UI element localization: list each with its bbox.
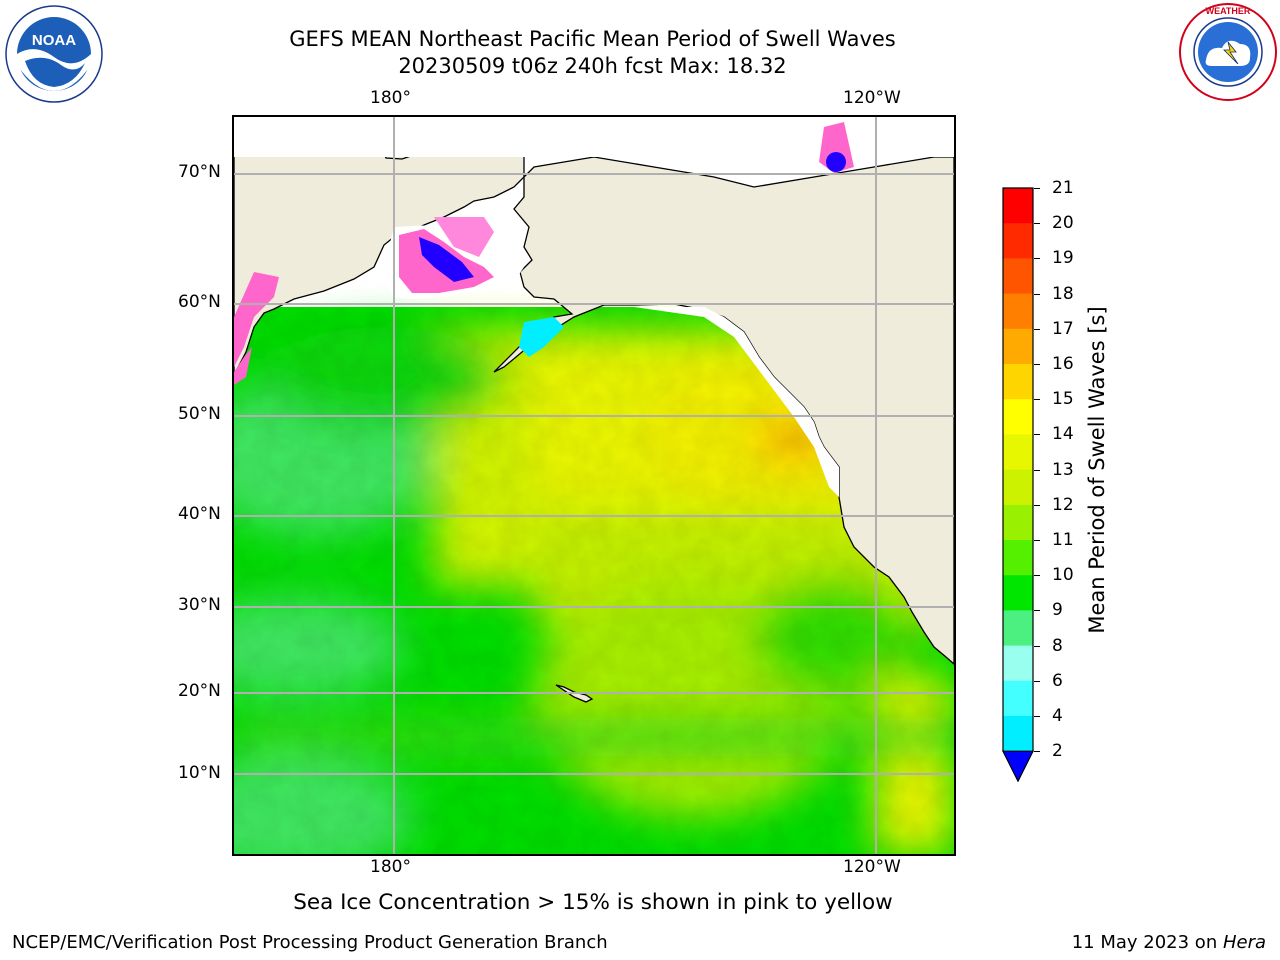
colorbar: [1002, 187, 1034, 783]
colorbar-tick-label: 2: [1052, 741, 1063, 762]
colorbar-band: [1003, 364, 1033, 400]
colorbar-tick-mark: [1034, 610, 1040, 612]
colorbar-frame: [1002, 187, 1034, 752]
lon-label-bottom-180: 180°: [370, 857, 411, 877]
colorbar-tick-label: 16: [1052, 354, 1074, 374]
colorbar-band: [1003, 293, 1033, 330]
colorbar-swatches: [1002, 187, 1034, 783]
colorbar-tick-mark: [1034, 504, 1040, 506]
colorbar-tick-label: 6: [1052, 670, 1063, 691]
colorbar-band: [1003, 540, 1033, 576]
colorbar-band: [1003, 680, 1033, 717]
lat-label-70n: 70°N: [178, 162, 221, 182]
svg-text:NOAA: NOAA: [32, 32, 76, 49]
lat-label-10n: 10°N: [178, 763, 221, 783]
lat-label-30n: 30°N: [178, 595, 221, 615]
colorbar-tick-label: 11: [1052, 530, 1074, 550]
colorbar-tick-label: 12: [1052, 494, 1074, 515]
colorbar-tick-mark: [1034, 399, 1040, 401]
colorbar-tick-mark: [1034, 293, 1040, 295]
colorbar-tick-mark: [1034, 258, 1040, 260]
colorbar-band: [1003, 469, 1033, 506]
colorbar-extend-arrow: [1002, 750, 1034, 783]
colorbar-band: [1003, 610, 1033, 647]
colorbar-band: [1003, 223, 1033, 259]
colorbar-tick-label: 20: [1052, 213, 1074, 234]
map-canvas: [234, 117, 954, 854]
colorbar-tick-label: 17: [1052, 318, 1074, 339]
lat-label-40n: 40°N: [178, 504, 221, 524]
colorbar-tick-label: 14: [1052, 424, 1074, 445]
colorbar-tick-label: 9: [1052, 600, 1063, 621]
colorbar-band: [1003, 258, 1033, 295]
colorbar-tick-mark: [1034, 434, 1040, 436]
footer-date: 11 May 2023 on Hera: [1072, 932, 1266, 953]
colorbar-tick-mark: [1034, 716, 1040, 717]
colorbar-tick-mark: [1034, 575, 1040, 577]
svg-text:WEATHER: WEATHER: [1206, 6, 1251, 16]
colorbar-tick-label: 8: [1052, 635, 1063, 656]
lon-label-top-180: 180°: [370, 88, 411, 108]
footer-credit: NCEP/EMC/Verification Post Processing Pr…: [12, 932, 608, 953]
footer-date-text: 11 May 2023 on: [1071, 932, 1223, 953]
lon-label-bottom-120w: 120°W: [843, 857, 901, 877]
colorbar-band: [1003, 504, 1033, 541]
footer-host: Hera: [1222, 932, 1266, 953]
lat-label-60n: 60°N: [178, 292, 221, 312]
colorbar-tick-label: 15: [1052, 389, 1074, 410]
colorbar-band: [1003, 645, 1033, 682]
colorbar-tick-label: 4: [1052, 706, 1063, 726]
colorbar-tick-mark: [1034, 680, 1040, 682]
colorbar-tick-label: 21: [1052, 178, 1074, 198]
sea-ice-note: Sea Ice Concentration > 15% is shown in …: [293, 890, 893, 915]
colorbar-tick-label: 18: [1052, 283, 1074, 304]
colorbar-tick-mark: [1034, 188, 1040, 189]
colorbar-tick-mark: [1034, 469, 1040, 471]
colorbar-tick-label: 10: [1052, 565, 1074, 586]
colorbar-band: [1003, 716, 1033, 752]
sea-ice: [234, 122, 854, 385]
colorbar-tick-mark: [1034, 751, 1040, 753]
lon-label-top-120w: 120°W: [843, 88, 901, 108]
colorbar-band: [1003, 434, 1033, 471]
colorbar-tick-mark: [1034, 540, 1040, 541]
colorbar-tick-mark: [1034, 328, 1040, 330]
colorbar-tick-mark: [1034, 364, 1040, 365]
chart-title: GEFS MEAN Northeast Pacific Mean Period …: [289, 27, 896, 51]
graticule: [234, 117, 954, 854]
map-panel: [232, 115, 956, 856]
colorbar-label: Mean Period of Swell Waves [s]: [1085, 306, 1109, 634]
chart-subtitle: 20230509 t06z 240h fcst Max: 18.32: [398, 54, 787, 78]
nws-logo: WEATHER: [1178, 2, 1278, 102]
colorbar-band: [1003, 188, 1033, 224]
colorbar-tick-mark: [1034, 645, 1040, 647]
colorbar-band: [1003, 575, 1033, 611]
lat-label-20n: 20°N: [178, 681, 221, 701]
colorbar-band: [1003, 328, 1033, 365]
colorbar-tick-label: 13: [1052, 459, 1074, 480]
colorbar-band: [1003, 399, 1033, 435]
noaa-logo: NOAA: [5, 5, 103, 103]
colorbar-tick-mark: [1034, 223, 1040, 225]
colorbar-tick-label: 19: [1052, 248, 1074, 269]
lat-label-50n: 50°N: [178, 404, 221, 424]
